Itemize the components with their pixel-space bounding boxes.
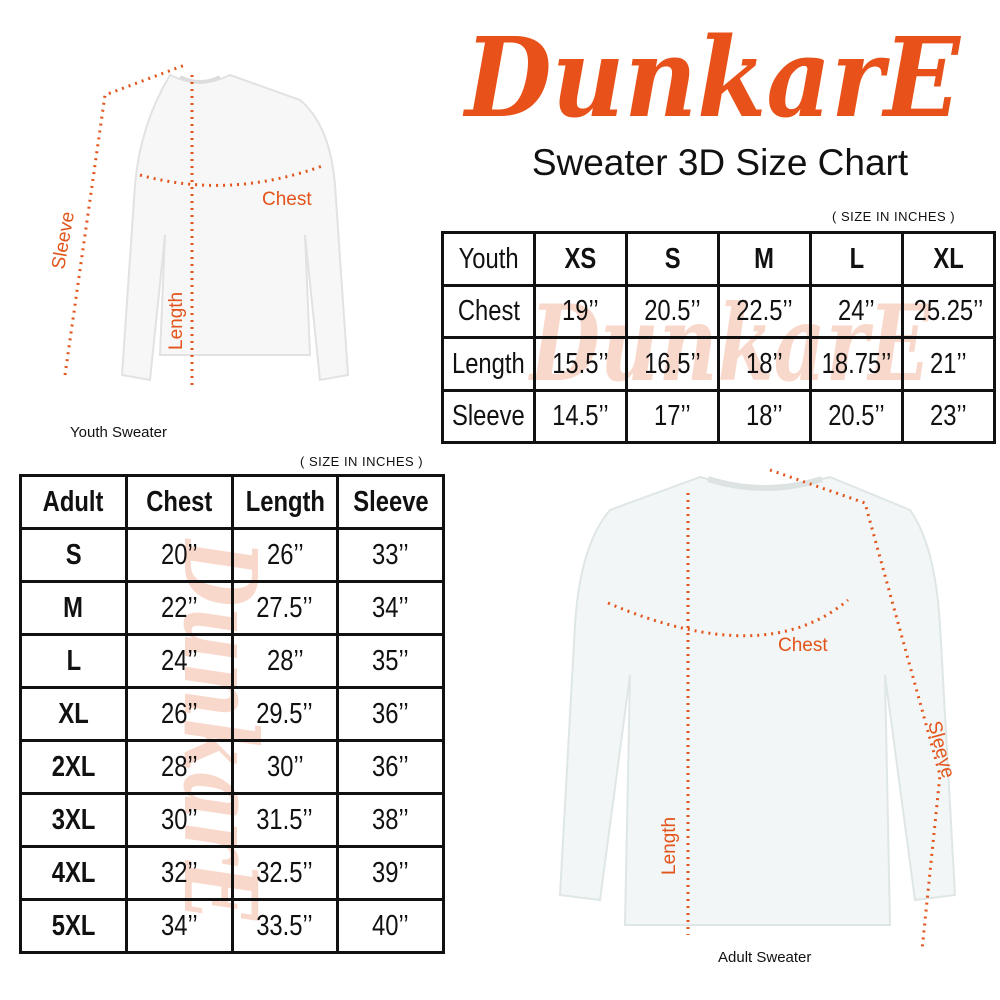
adult-chest-label: Chest [778,635,828,656]
row-label: S [19,527,128,583]
table-cell: 24’’ [809,283,904,339]
table-cell: 14.5’’ [533,388,628,444]
header-cell: Adult [19,474,128,530]
table-cell: 34’’ [124,898,234,954]
table-cell: 16.5’’ [625,336,720,392]
adult-length-label: Length [659,817,680,875]
adult-units-note: ( SIZE IN INCHES ) [300,454,424,469]
table-cell: 32’’ [124,845,234,901]
table-cell: 28’’ [230,633,340,689]
adult-caption: Adult Sweater [718,949,812,966]
table-cell: 26’’ [230,527,340,583]
table-cell: 30’’ [124,792,234,848]
table-cell: 35’’ [336,633,445,689]
table-cell: 18’’ [717,388,812,444]
table-cell: 23’’ [901,388,996,444]
table-cell: 39’’ [336,845,445,901]
row-label: M [19,580,128,636]
table-cell: 15.5’’ [533,336,628,392]
table-row: Sleeve 14.5’’ 17’’ 18’’ 20.5’’ 23’’ [441,388,996,444]
table-row: 5XL 34’’ 33.5’’ 40’’ [19,898,445,954]
table-cell: 38’’ [336,792,445,848]
youth-chest-label: Chest [262,189,312,210]
table-row: 2XL 28’’ 30’’ 36’’ [19,739,445,795]
table-cell: 32.5’’ [230,845,340,901]
header-cell: XL [901,231,996,287]
table-row: 3XL 30’’ 31.5’’ 38’’ [19,792,445,848]
youth-units-note: ( SIZE IN INCHES ) [832,209,956,224]
youth-sleeve-label: Sleeve [48,210,79,271]
header-cell: Youth [441,231,536,287]
youth-sweater-diagram: Chest Length Sleeve [48,63,350,390]
youth-size-table: Youth XS S M L XL Chest 19’’ 20.5’’ 22.5… [441,231,996,444]
adult-size-table: Adult Chest Length Sleeve S 20’’ 26’’ 33’’ M… [19,474,445,954]
table-cell: 28’’ [124,739,234,795]
table-cell: 18.75’’ [809,336,904,392]
header-cell: Chest [124,474,234,530]
table-cell: 17’’ [625,388,720,444]
header-cell: S [625,231,720,287]
logo-text: DunkarE [462,13,962,142]
table-row: M 22’’ 27.5’’ 34’’ [19,580,445,636]
table-cell: 31.5’’ [230,792,340,848]
row-label: 2XL [19,739,128,795]
table-cell: 18’’ [717,336,812,392]
table-cell: 36’’ [336,686,445,742]
table-cell: 29.5’’ [230,686,340,742]
table-cell: 24’’ [124,633,234,689]
table-cell: 33.5’’ [230,898,340,954]
table-cell: 36’’ [336,739,445,795]
table-cell: 30’’ [230,739,340,795]
table-cell: 22’’ [124,580,234,636]
table-row: L 24’’ 28’’ 35’’ [19,633,445,689]
table-header-row: Adult Chest Length Sleeve [19,474,445,530]
table-row: Length 15.5’’ 16.5’’ 18’’ 18.75’’ 21’’ [441,336,996,392]
table-cell: 33’’ [336,527,445,583]
table-row: 4XL 32’’ 32.5’’ 39’’ [19,845,445,901]
table-cell: 26’’ [124,686,234,742]
table-cell: 20.5’’ [625,283,720,339]
page-title: Sweater 3D Size Chart [531,142,909,183]
table-row: XL 26’’ 29.5’’ 36’’ [19,686,445,742]
row-label: XL [19,686,128,742]
row-label: 4XL [19,845,128,901]
table-cell: 27.5’’ [230,580,340,636]
table-row: S 20’’ 26’’ 33’’ [19,527,445,583]
row-label: L [19,633,128,689]
header-cell: M [717,231,812,287]
header-cell: XS [533,231,628,287]
table-cell: 40’’ [336,898,445,954]
table-cell: 25.25’’ [901,283,996,339]
table-header-row: Youth XS S M L XL [441,231,996,287]
header-cell: L [809,231,904,287]
table-row: Chest 19’’ 20.5’’ 22.5’’ 24’’ 25.25’’ [441,283,996,339]
youth-length-label: Length [166,292,187,350]
table-cell: 22.5’’ [717,283,812,339]
brand-logo: DunkarE [462,13,962,142]
table-cell: 20’’ [124,527,234,583]
header-cell: Length [230,474,340,530]
adult-sweater-diagram: Chest Length Sleeve [558,468,958,951]
row-label: Sleeve [441,388,536,444]
row-label: 3XL [19,792,128,848]
row-label: 5XL [19,898,128,954]
table-cell: 19’’ [533,283,628,339]
row-label: Length [441,336,536,392]
header-cell: Sleeve [336,474,445,530]
table-cell: 34’’ [336,580,445,636]
table-cell: 20.5’’ [809,388,904,444]
row-label: Chest [441,283,536,339]
table-cell: 21’’ [901,336,996,392]
youth-caption: Youth Sweater [70,424,168,441]
